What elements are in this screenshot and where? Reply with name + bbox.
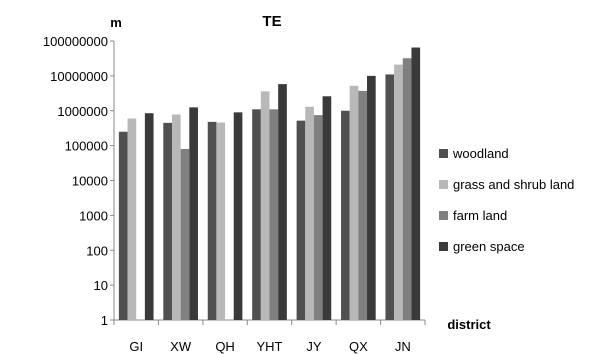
x-tick-label: YHT [257,339,283,354]
bar [278,84,287,320]
bar [402,58,412,320]
bar [180,149,190,320]
x-axis: GI XW QH YHT JY QX JN [113,319,426,354]
y-axis: 1 10 100 1000 10000 100000 1000000 10000000 1000… [43,34,115,328]
y-tick-label: 100000 [65,139,108,154]
bar [269,109,279,320]
bar [296,120,306,320]
bar [394,64,403,320]
bar [233,112,243,320]
bar [207,121,217,320]
y-tick-label: 1000 [79,208,108,223]
y-tick-label: 10000000 [50,69,108,84]
x-tick-label: GI [129,339,143,354]
bar [144,113,154,320]
bar [358,90,368,321]
bar [411,47,421,320]
legend-label: grass and shrub land [453,177,574,192]
bars [118,47,421,321]
x-tick-label: XW [170,339,192,354]
legend-swatch [439,242,448,251]
y-tick-label: 100000000 [43,34,108,49]
legend-label: woodland [452,146,509,161]
y-tick-label: 100 [86,243,108,258]
y-axis-label: m [110,15,122,30]
bar [252,109,261,320]
bar [313,115,323,320]
legend-swatch [439,211,448,220]
y-tick-label: 10000 [72,174,108,189]
bar [163,122,172,321]
x-tick-label: QH [215,339,235,354]
legend: woodland grass and shrub land farm land gre… [439,146,574,254]
x-tick-label: JN [395,339,411,354]
bar [127,118,137,321]
bar [189,107,198,320]
legend-swatch [439,149,448,158]
bar [260,91,270,320]
y-tick-label: 1000000 [57,104,108,119]
bar [216,122,226,320]
bar [385,74,395,320]
legend-swatch [439,180,448,189]
x-tick-label: JY [306,339,322,354]
bar [322,96,332,320]
chart-title: TE [262,13,281,30]
y-tick-label: 1 [101,313,108,328]
bar [305,106,314,321]
x-axis-label: district [447,317,491,332]
bar [367,75,376,320]
legend-label: farm land [453,208,507,223]
bar [171,114,181,320]
bar [341,110,350,320]
y-tick-label: 10 [94,278,108,293]
x-tick-label: QX [349,339,368,354]
bar [349,85,359,320]
bar [118,131,128,320]
legend-label: green space [453,239,525,254]
